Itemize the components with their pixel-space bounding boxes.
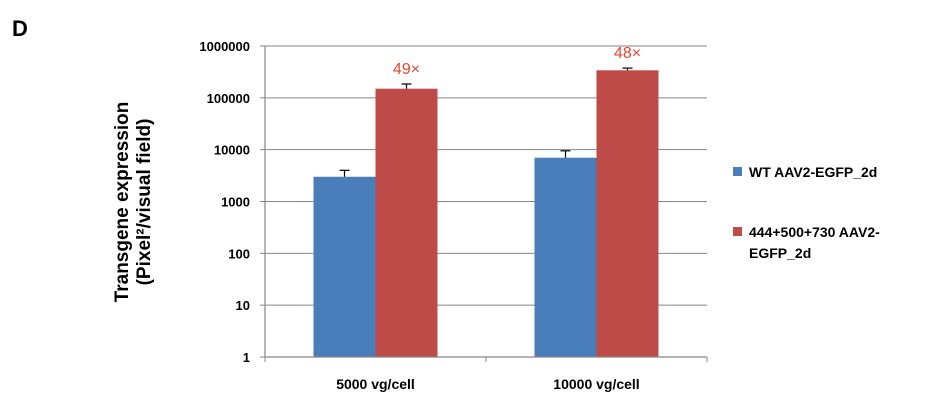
legend-label: EGFP_2d: [749, 245, 811, 261]
x-tick-label: 10000 vg/cell: [553, 376, 639, 392]
bars: [313, 70, 659, 358]
legend-label: 444+500+730 AAV2-: [749, 224, 880, 240]
y-tick-label: 1: [243, 350, 250, 365]
legend-swatch: [733, 227, 742, 236]
y-tick-label: 1000000: [199, 39, 250, 54]
bar: [596, 70, 659, 358]
fold-change-annotation: 48×: [614, 45, 641, 62]
legend-label: WT AAV2-EGFP_2d: [749, 164, 877, 180]
x-tick-label: 5000 vg/cell: [336, 376, 415, 392]
y-axis-label: Transgene expression: [112, 102, 133, 303]
bar: [534, 157, 597, 357]
legend-swatch: [733, 167, 742, 176]
y-tick-labels: 1 10 100 1000 10000 100000 1000000: [199, 39, 265, 365]
legend: WT AAV2-EGFP_2d 444+500+730 AAV2- EGFP_2d: [733, 164, 880, 261]
bar: [313, 176, 376, 357]
fold-change-annotation: 49×: [393, 61, 420, 78]
y-axis-title: Transgene expression (Pixel²/visual fiel…: [112, 102, 155, 303]
error-bars: [339, 67, 633, 177]
y-axis-label-units: (Pixel²/visual field): [134, 119, 155, 286]
panel-label: D: [12, 16, 28, 41]
y-tick-label: 10: [236, 298, 250, 313]
annotations: 49× 48×: [393, 45, 641, 78]
bar: [375, 88, 438, 357]
y-tick-label: 10000: [214, 143, 250, 158]
y-tick-label: 100: [228, 246, 250, 261]
y-tick-label: 1000: [221, 195, 250, 210]
x-tick-labels: 5000 vg/cell 10000 vg/cell: [264, 357, 708, 392]
y-tick-label: 100000: [207, 91, 250, 106]
